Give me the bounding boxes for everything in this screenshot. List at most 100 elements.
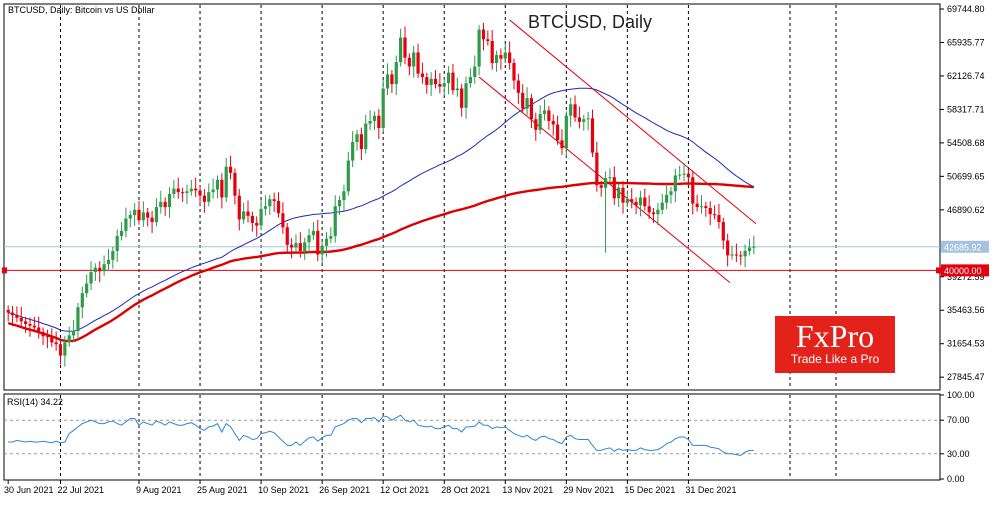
candle-body-98: [433, 78, 438, 85]
candle-body-163: [717, 215, 721, 223]
candle-body-112: [494, 55, 499, 63]
candle-body-67: [298, 243, 302, 252]
y-tick-label-8: 35463.56: [947, 305, 985, 315]
candle-body-50: [224, 166, 228, 198]
candle-body-145: [638, 197, 643, 206]
x-tick-label-2: 9 Aug 2021: [136, 485, 182, 495]
candle-body-87: [385, 74, 390, 89]
candle-body-86: [381, 88, 385, 129]
candle-body-48: [215, 179, 220, 190]
candle-body-38: [172, 188, 176, 194]
candle-body-49: [220, 179, 224, 198]
chart-title: BTCUSD, Daily: [528, 12, 652, 32]
moving-averages: [7, 87, 755, 343]
candle-body-113: [499, 55, 503, 59]
candle-body-45: [202, 195, 207, 202]
candle-body-44: [198, 190, 202, 196]
candle-body-127: [560, 140, 564, 149]
y-tick-label-0: 69744.80: [947, 4, 985, 14]
candle-body-117: [516, 80, 520, 93]
y-tick-label-7: 39272.59: [947, 272, 985, 282]
candle-body-58: [259, 208, 263, 226]
candle-body-134: [590, 118, 595, 153]
logo-name: FxPro: [795, 318, 875, 354]
y-tick-label-9: 31654.53: [947, 339, 985, 349]
candle-body-8: [41, 331, 45, 337]
candle-body-13: [63, 342, 67, 356]
y-tick-label-3: 58317.71: [947, 104, 985, 114]
level-marker-right: [936, 267, 941, 274]
candle-body-75: [333, 206, 337, 237]
candle-body-109: [481, 29, 486, 40]
candle-body-141: [621, 187, 625, 203]
candle-body-74: [329, 236, 333, 239]
candle-body-46: [207, 192, 211, 202]
current-price-tag-bg: [941, 240, 989, 253]
candle-body-140: [617, 187, 621, 199]
x-tick-label-11: 31 Dec 2021: [685, 485, 736, 495]
x-tick-label-5: 26 Sep 2021: [319, 485, 370, 495]
candle-body-121: [534, 119, 538, 130]
candle-body-93: [412, 52, 416, 67]
candle-body-61: [272, 199, 276, 201]
candle-body-65: [290, 244, 294, 248]
y-tick-label-10: 27845.47: [947, 372, 985, 382]
candle-body-146: [643, 197, 647, 207]
rsi-indicator: [4, 414, 940, 457]
price-lines: [2, 246, 941, 274]
candle-body-2: [15, 315, 19, 318]
candle-body-30: [137, 209, 141, 221]
ma-slow-line: [7, 181, 754, 343]
x-tick-label-6: 12 Oct 2021: [380, 485, 429, 495]
x-tick-label-9: 29 Nov 2021: [563, 485, 614, 495]
candle-body-124: [547, 110, 551, 121]
candle-body-3: [19, 317, 23, 322]
candle-body-28: [128, 215, 132, 219]
candle-body-55: [246, 211, 250, 216]
candle-body-1: [10, 312, 15, 316]
candle-body-97: [429, 78, 433, 85]
candle-body-12: [58, 344, 63, 356]
candle-body-91: [403, 37, 407, 58]
ma-fast-line: [8, 87, 755, 332]
candle-body-6: [32, 325, 36, 328]
candle-body-57: [255, 222, 259, 226]
candle-body-116: [512, 62, 516, 81]
candlesticks: [6, 23, 756, 367]
candle-body-42: [189, 188, 193, 192]
y-tick-label-4: 54508.68: [947, 138, 985, 148]
level-marker-left: [2, 267, 7, 274]
candle-body-33: [150, 217, 154, 223]
candle-body-96: [425, 77, 429, 85]
candle-body-39: [176, 188, 180, 193]
price-tags: 42685.92 40000.00: [941, 240, 989, 277]
candle-body-159: [699, 206, 704, 208]
candle-body-35: [159, 201, 163, 208]
rsi-y-tick-label-2: 30.00: [947, 449, 970, 459]
candle-body-99: [438, 84, 442, 87]
candle-body-29: [133, 209, 137, 216]
candle-body-138: [608, 177, 612, 179]
x-tick-label-10: 15 Dec 2021: [624, 485, 675, 495]
rsi-y-tick-label-0: 100.00: [947, 390, 975, 400]
candle-body-143: [630, 199, 634, 202]
candle-body-102: [451, 72, 455, 91]
candle-body-148: [651, 212, 656, 215]
candle-body-80: [355, 134, 359, 143]
candle-body-135: [595, 152, 599, 186]
candle-body-160: [704, 206, 708, 208]
candle-body-153: [673, 175, 677, 192]
candle-body-156: [686, 173, 691, 178]
candle-body-43: [194, 188, 198, 191]
candle-body-36: [163, 201, 167, 208]
channel-upper-line: [509, 19, 757, 225]
candle-body-151: [665, 194, 669, 203]
candle-body-100: [442, 83, 446, 87]
candle-body-52: [233, 172, 237, 196]
x-tick-label-1: 22 Jul 2021: [58, 485, 105, 495]
candle-body-162: [712, 214, 717, 216]
candle-body-158: [695, 203, 699, 208]
axes: 69744.80 65935.77 62126.74 58317.71 54508.68…: [4, 4, 985, 495]
candle-body-88: [390, 74, 394, 85]
